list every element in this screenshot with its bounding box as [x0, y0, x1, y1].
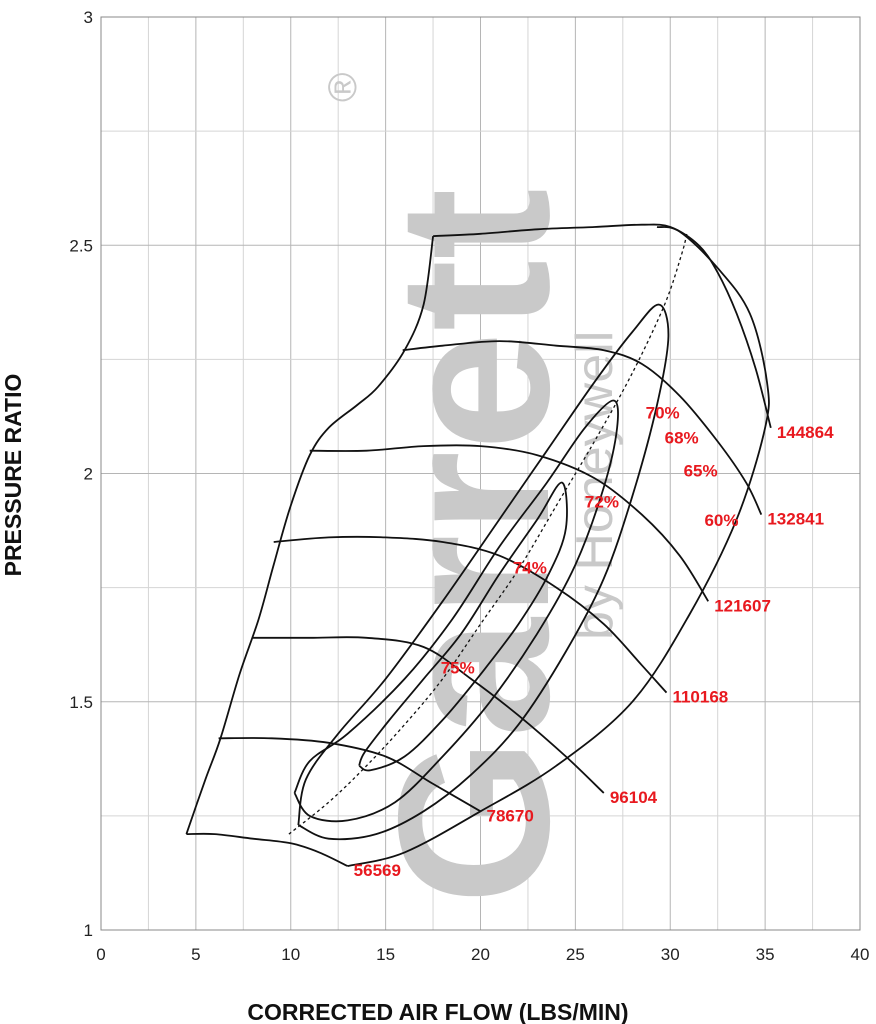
- y-tick-label: 3: [84, 8, 93, 27]
- efficiency-island-line: [358, 481, 568, 772]
- watermark-registered-icon: ®: [321, 73, 365, 102]
- x-axis-title: CORRECTED AIR FLOW (LBS/MIN): [247, 999, 628, 1024]
- efficiency-label: 65%: [684, 462, 718, 481]
- x-tick-label: 20: [471, 945, 490, 964]
- x-tick-label: 35: [756, 945, 775, 964]
- speed-line: [218, 737, 481, 813]
- efficiency-label: 68%: [665, 428, 699, 447]
- y-tick-label: 1: [84, 921, 93, 940]
- speed-line-label: 144864: [777, 423, 834, 442]
- x-tick-label: 25: [566, 945, 585, 964]
- choke-line: [347, 226, 770, 867]
- efficiency-label: 74%: [513, 558, 547, 577]
- tick-labels: 0 5 10 15 20 25 30 35 40 1 1.5 2 2.5 3: [69, 8, 869, 964]
- efficiency-island-line: [293, 399, 619, 823]
- efficiency-label: 72%: [585, 493, 619, 512]
- map-lines: [185, 223, 772, 867]
- speed-line: [186, 832, 349, 867]
- speed-line: [273, 535, 668, 694]
- speed-line: [433, 223, 772, 429]
- speed-line-label: 121607: [714, 596, 771, 615]
- speed-line-label: 96104: [610, 788, 658, 807]
- series-labels: 56569 78670 96104 110168 121607 132841 144864 7…: [354, 403, 834, 880]
- speed-line: [252, 636, 605, 794]
- x-tick-label: 40: [851, 945, 870, 964]
- efficiency-island-line: [297, 303, 670, 841]
- speed-line-label: 56569: [354, 861, 401, 880]
- y-tick-label: 2.5: [69, 236, 93, 255]
- x-tick-label: 0: [96, 945, 105, 964]
- speed-line-label: 78670: [487, 806, 534, 825]
- watermark-sub: by Honeywell: [566, 331, 624, 640]
- y-tick-label: 2: [84, 465, 93, 484]
- watermark: Garrett by Honeywell ®: [321, 73, 624, 905]
- speed-line: [402, 340, 763, 515]
- x-tick-label: 30: [661, 945, 680, 964]
- watermark-brand: Garrett: [353, 188, 594, 905]
- efficiency-label: 70%: [646, 403, 680, 422]
- speed-line-label: 110168: [672, 688, 728, 707]
- x-tick-label: 10: [281, 945, 300, 964]
- speed-line-label: 132841: [767, 510, 824, 529]
- efficiency-label: 75%: [441, 658, 475, 677]
- x-tick-label: 15: [376, 945, 395, 964]
- speed-line: [309, 444, 709, 602]
- plot-frame: [100, 16, 861, 931]
- y-tick-label: 1.5: [69, 693, 93, 712]
- efficiency-label: 60%: [704, 511, 738, 530]
- peak-efficiency-line: [288, 231, 688, 835]
- y-axis-title: PRESSURE RATIO: [0, 374, 26, 577]
- x-tick-label: 5: [191, 945, 200, 964]
